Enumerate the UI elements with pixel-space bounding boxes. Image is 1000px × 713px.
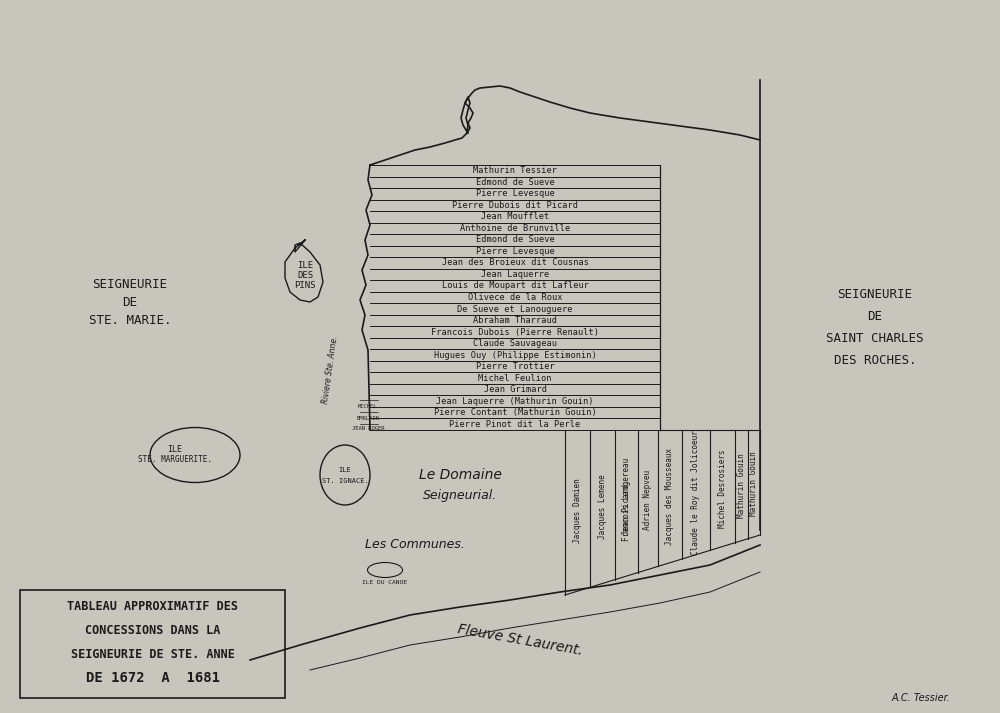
Text: Jean Grimard: Jean Grimard [484,385,546,394]
Text: Claude Sauvageau: Claude Sauvageau [473,339,557,348]
Text: Francois Langereau: Francois Langereau [622,458,631,540]
Text: Seigneurial.: Seigneurial. [423,488,497,501]
Text: Jean Laquerre (Mathurin Gouin): Jean Laquerre (Mathurin Gouin) [436,396,594,406]
Polygon shape [285,240,323,302]
Text: MICHEL: MICHEL [358,404,378,409]
Ellipse shape [150,428,240,483]
Text: Pierre Contant (Mathurin Gouin): Pierre Contant (Mathurin Gouin) [434,409,596,417]
Text: TABLEAU APPROXIMATIF DES: TABLEAU APPROXIMATIF DES [67,600,238,612]
Text: ILE: ILE [339,467,351,473]
Text: Olivece de la Roux: Olivece de la Roux [468,293,562,302]
Text: Riviere Ste. Anne.: Riviere Ste. Anne. [321,335,339,404]
Text: Edmond de Sueve: Edmond de Sueve [476,178,554,187]
Text: ILE: ILE [168,446,182,454]
Text: DE 1672  A  1681: DE 1672 A 1681 [86,671,220,685]
Text: Edmond de Sueve: Edmond de Sueve [476,235,554,245]
Text: Pierre Levesque: Pierre Levesque [476,190,554,198]
Text: Jacques Damien: Jacques Damien [573,478,582,543]
Text: Michel Desrosiers: Michel Desrosiers [718,449,727,528]
Text: SEIGNEURIE: SEIGNEURIE [92,279,168,292]
Text: Francois Dubois (Pierre Renault): Francois Dubois (Pierre Renault) [431,327,599,337]
Text: DES: DES [297,270,313,279]
Text: Michel Feulion: Michel Feulion [478,374,552,383]
Text: JEAN ROGER: JEAN ROGER [352,426,384,431]
Text: Anthoine de Brunville: Anthoine de Brunville [460,224,570,233]
Text: A.C. Tessier.: A.C. Tessier. [891,693,950,703]
Ellipse shape [320,445,370,505]
Text: ILE: ILE [297,260,313,270]
Text: SEIGNEURIE DE STE. ANNE: SEIGNEURIE DE STE. ANNE [71,647,234,660]
Text: Fleuve St Laurent.: Fleuve St Laurent. [456,622,584,658]
Text: STE. MARIE.: STE. MARIE. [89,314,171,327]
Text: Le Domaine: Le Domaine [419,468,501,482]
Text: PINS: PINS [294,280,316,289]
Text: DES ROCHES.: DES ROCHES. [834,354,916,367]
Text: Adrien Nepveu: Adrien Nepveu [644,470,652,530]
Text: Mathurin Tessier: Mathurin Tessier [473,166,557,175]
Text: SEIGNEURIE: SEIGNEURIE [838,289,912,302]
Text: Jacques Lemene: Jacques Lemene [598,474,607,539]
Text: ILE DU CANOE: ILE DU CANOE [362,580,408,585]
Text: Mathurin Gouin: Mathurin Gouin [737,453,746,518]
Ellipse shape [368,563,402,578]
Text: SAINT CHARLES: SAINT CHARLES [826,332,924,346]
Text: Pierre Trottier: Pierre Trottier [476,362,554,371]
Text: DE: DE [868,310,883,324]
Text: Hugues Ouy (Philippe Estimonin): Hugues Ouy (Philippe Estimonin) [434,351,596,359]
Text: Jean des Broieux dit Cousnas: Jean des Broieux dit Cousnas [442,258,588,267]
Text: Claude le Roy dit Jolicoeur: Claude le Roy dit Jolicoeur [692,430,700,555]
Text: Pierre Pinot dit la Perle: Pierre Pinot dit la Perle [449,420,581,429]
Text: Jacques des Mousseaux: Jacques des Mousseaux [666,448,674,545]
Text: Mathurin Gouin: Mathurin Gouin [750,451,759,515]
Text: Pierre Levesque: Pierre Levesque [476,247,554,256]
Text: De Sueve et Lanouguere: De Sueve et Lanouguere [457,304,573,314]
Text: Les Communes.: Les Communes. [365,538,465,551]
Text: STE. MARGUERITE.: STE. MARGUERITE. [138,456,212,464]
Text: Jean Laquerre: Jean Laquerre [481,270,549,279]
Text: DE: DE [122,297,138,309]
Text: Louis de Moupart dit Lafleur: Louis de Moupart dit Lafleur [442,282,588,290]
Text: Jean Picard.: Jean Picard. [622,479,631,535]
Text: ST. IGNACE.: ST. IGNACE. [322,478,368,484]
Text: EMRLAIN: EMRLAIN [357,416,379,421]
Text: CONCESSIONS DANS LA: CONCESSIONS DANS LA [85,623,220,637]
Text: Jean Moufflet: Jean Moufflet [481,212,549,221]
Bar [20,590,285,698]
Text: Abraham Tharraud: Abraham Tharraud [473,316,557,325]
Text: Pierre Dubois dit Picard: Pierre Dubois dit Picard [452,201,578,210]
